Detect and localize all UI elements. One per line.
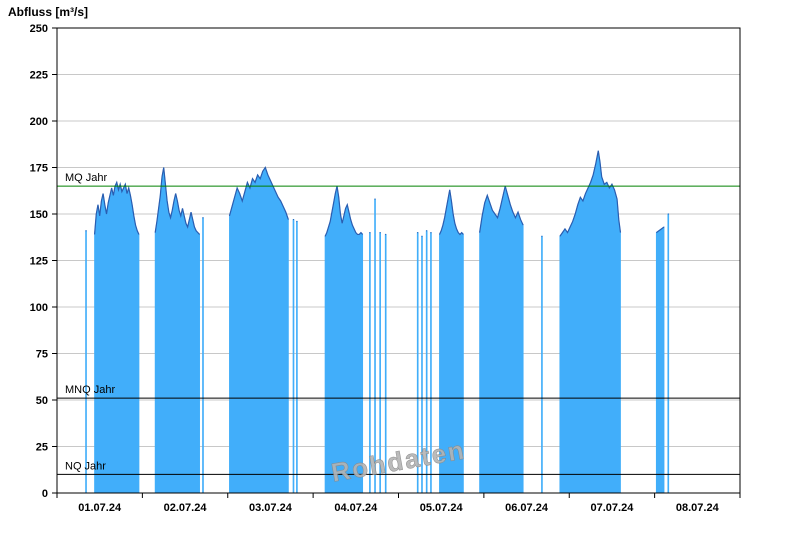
y-tick-label: 175: [30, 163, 48, 175]
discharge-line-segment: [438, 189, 464, 236]
discharge-area-segment: [479, 185, 524, 494]
y-tick-label: 200: [30, 116, 48, 128]
discharge-area-segment: [94, 181, 140, 494]
discharge-line-segment: [324, 185, 364, 237]
discharge-line-segment: [154, 167, 201, 235]
discharge-area-segment: [229, 166, 289, 494]
discharge-area-segment: [667, 213, 670, 494]
discharge-area-segment: [292, 219, 295, 494]
y-tick-label: 100: [30, 302, 48, 314]
y-axis: 0 25 50 75 100 125 150 175 200 225 250: [30, 23, 57, 500]
discharge-area-segment: [541, 235, 543, 494]
discharge-line-segment: [479, 185, 524, 233]
mq-reference-label: MQ Jahr: [65, 172, 108, 184]
discharge-area-series: [85, 150, 670, 494]
x-tick-label: 05.07.24: [420, 502, 464, 514]
y-axis-title: Abfluss [m³/s]: [8, 5, 89, 19]
discharge-area-segment: [374, 198, 376, 494]
x-tick-label: 04.07.24: [334, 502, 378, 514]
y-tick-label: 125: [30, 256, 48, 268]
mnq-reference-label: MNQ Jahr: [65, 384, 115, 396]
x-tick-label: 06.07.24: [505, 502, 549, 514]
discharge-line-segment: [559, 150, 622, 237]
x-axis: 01.07.24 02.07.24 03.07.24 04.07.24 05.07.24…: [56, 493, 741, 514]
y-tick-label: 250: [30, 23, 48, 35]
x-tick-label: 08.07.24: [676, 502, 720, 514]
discharge-area-segment: [202, 217, 204, 494]
discharge-area-segment: [655, 226, 665, 494]
x-tick-label: 01.07.24: [78, 502, 122, 514]
x-tick-label: 03.07.24: [249, 502, 293, 514]
discharge-line-segment: [93, 180, 140, 235]
discharge-line-segment: [228, 166, 289, 220]
y-tick-label: 50: [36, 395, 48, 407]
plot-border: [56, 27, 741, 494]
discharge-area-segment: [296, 221, 298, 494]
discharge-area-segment: [85, 230, 87, 494]
y-tick-label: 0: [42, 488, 48, 500]
nq-reference-label: NQ Jahr: [65, 460, 106, 472]
y-tick-label: 25: [36, 442, 48, 454]
y-tick-label: 75: [36, 349, 48, 361]
discharge-line-segment: [655, 226, 665, 234]
y-tick-label: 150: [30, 209, 48, 221]
x-tick-label: 07.07.24: [591, 502, 635, 514]
y-tick-label: 225: [30, 70, 48, 82]
x-tick-label: 02.07.24: [164, 502, 208, 514]
